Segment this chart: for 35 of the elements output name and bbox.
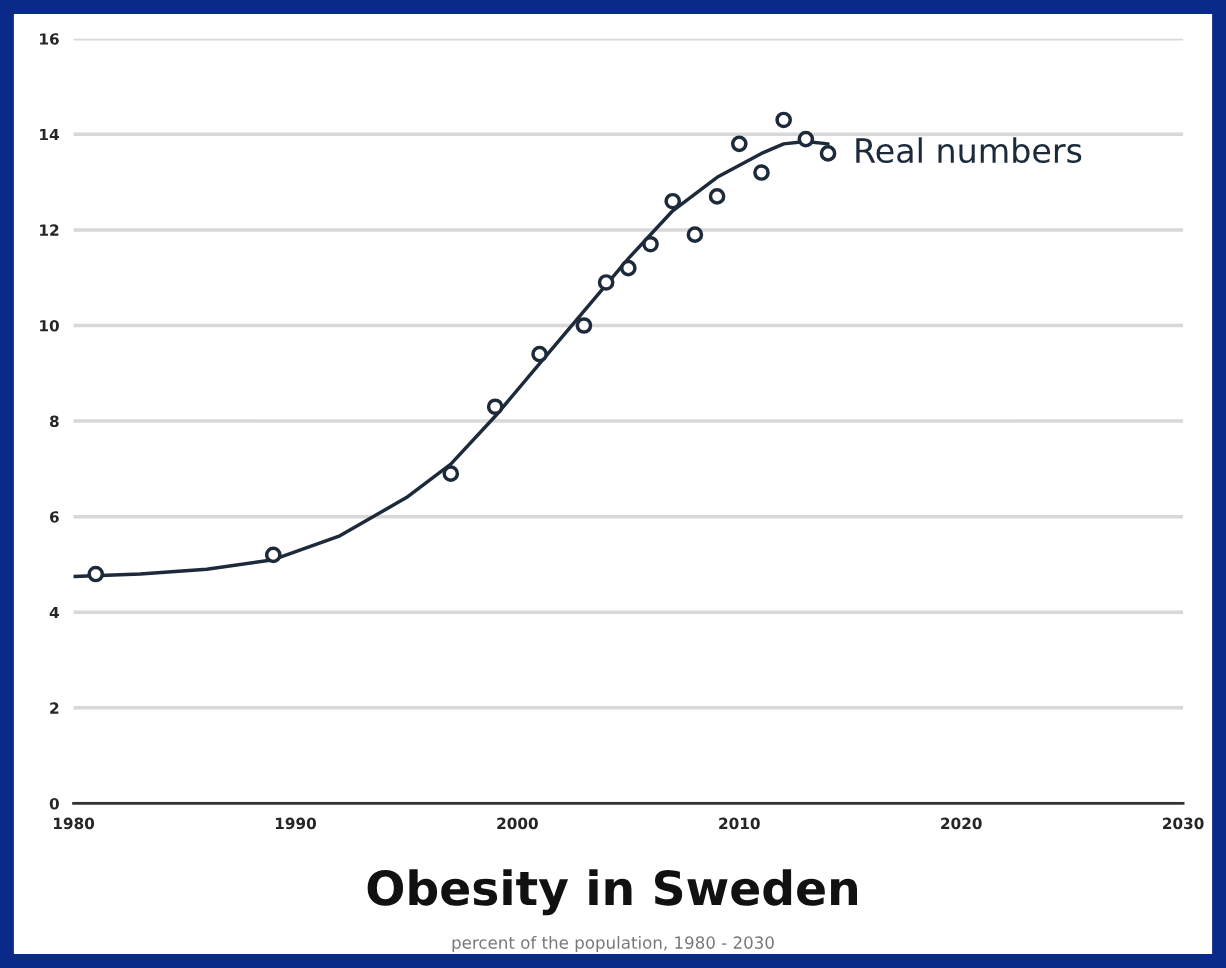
y-tick-label: 14 (40, 128, 59, 141)
point (708, 188, 726, 205)
x-tick-label: 2010 (719, 817, 760, 830)
point (575, 317, 593, 334)
point (486, 398, 504, 416)
point (87, 565, 105, 583)
point (797, 130, 815, 148)
point (775, 111, 792, 129)
y-tick-label: 2 (50, 702, 59, 714)
point (730, 135, 748, 153)
x-tick-label: 1990 (275, 817, 316, 830)
y-tick-label: 0 (49, 797, 59, 810)
point (753, 164, 770, 181)
x-tick-label: 1980 (54, 817, 95, 830)
annotation: Real numbers (856, 137, 1082, 164)
y-tick-label: 4 (49, 606, 59, 619)
point (531, 345, 548, 363)
y-tick-label: 12 (40, 224, 59, 236)
point (597, 274, 615, 291)
text: percent of the population, 1980 - 2030 (452, 935, 774, 953)
point (686, 226, 704, 244)
x-tick-label: 2000 (497, 817, 538, 830)
point (664, 192, 682, 210)
y-tick-label: 16 (40, 33, 59, 45)
point (264, 546, 282, 564)
point (620, 259, 637, 277)
y-tick-label: 8 (49, 415, 59, 428)
y-tick-label: 6 (49, 511, 59, 523)
x-tick-label: 2030 (1163, 817, 1204, 830)
y-tick-label: 10 (40, 319, 59, 332)
x-tick-label: 2020 (941, 817, 982, 830)
point (819, 145, 837, 162)
text: Obesity in Sweden (367, 869, 858, 916)
point (442, 465, 460, 482)
point (642, 235, 659, 253)
